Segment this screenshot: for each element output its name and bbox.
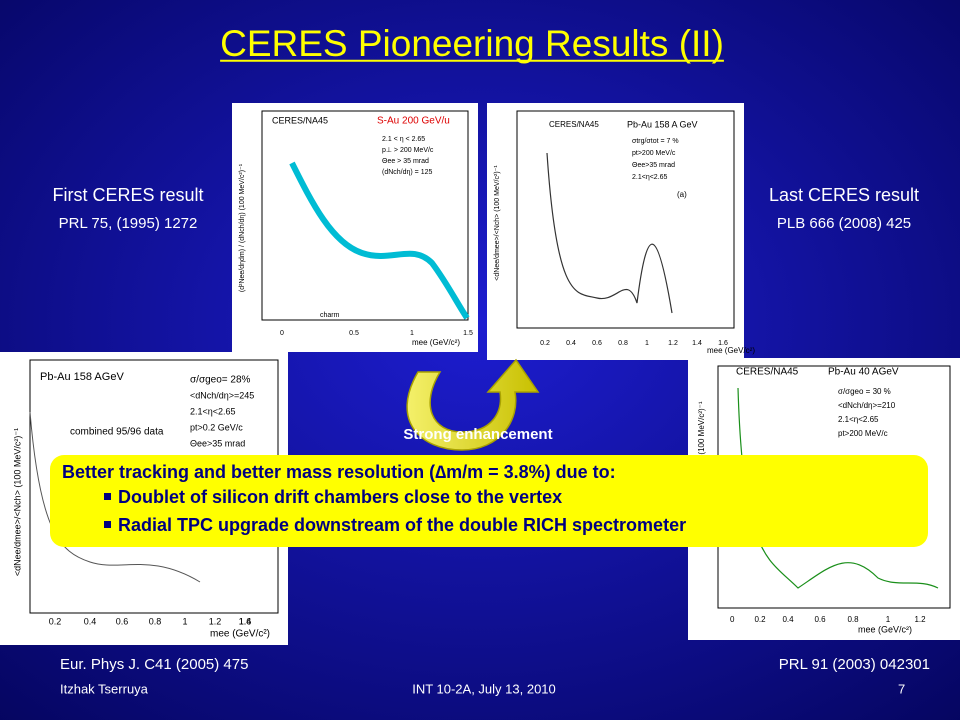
plot-background [232, 103, 478, 352]
plot-label: 0.4 [782, 615, 794, 624]
reference: PRL 75, (1995) 1272 [59, 215, 198, 232]
plot-label: 0.8 [618, 340, 628, 347]
plot-image: CERES/NA45 S-Au 200 GeV/u 2.1 < η < 2.65 p⊥… [232, 103, 478, 352]
plot-label: 2.1<η<2.65 [632, 174, 668, 181]
plot-label: 0.2 [49, 616, 62, 626]
plot-image: CERES/NA45 Pb-Au 158 A GeV σtrg/σtot = 7 %… [487, 103, 755, 360]
plot-label: pt>200 MeV/c [838, 429, 888, 438]
plot-label: 1.4 [239, 616, 252, 626]
plot-label: Θee > 35 mrad [382, 158, 429, 165]
bullet-text: Radial TPC upgrade downstream of the dou… [118, 515, 686, 535]
reference: PLB 666 (2008) 425 [777, 215, 911, 232]
bullet [104, 493, 111, 500]
plot-label: CERES/NA45 [736, 367, 799, 378]
plot-label: charm [320, 312, 340, 319]
plot-frame [516, 110, 735, 329]
plot-label: 1 [645, 340, 649, 347]
plot-label: mee (GeV/c²) [412, 338, 460, 347]
plot-label: σtrg/σtot = 7 % [632, 138, 679, 145]
plot-label: Θee>35 mrad [190, 438, 245, 448]
plot-label: S-Au 200 GeV/u [377, 116, 450, 127]
plot-label: 2.1<η<2.65 [190, 406, 236, 416]
plot-label: 0.6 [592, 340, 602, 347]
plot-label: <dNee/dmee>/<Nch> (100 MeV/c²)⁻¹ [494, 165, 501, 281]
plot-label: 1.6 [239, 616, 252, 626]
plot-label: <dNch/dη>=245 [190, 390, 254, 400]
bullet-text: Doublet of silicon drift chambers close … [118, 487, 562, 507]
plot-label: 1.2 [668, 340, 678, 347]
plot-label: <dNee/dmee>/<Nch> (100 MeV/c²)⁻¹ [12, 428, 22, 576]
callout-box [50, 455, 928, 547]
plot-label: 1 [410, 330, 414, 337]
plot-label: 0.6 [116, 616, 129, 626]
plot-label: (100 MeV/c²)⁻¹ [697, 401, 706, 454]
plot-curve [546, 152, 673, 314]
plot-label: (d²Nee/dηdm) / (dNch/dη) (100 MeV/c²)⁻¹ [239, 163, 246, 292]
plot-label: Pb-Au 158 A GeV [627, 119, 698, 129]
plot-label: pt>200 MeV/c [632, 150, 676, 157]
reference: Eur. Phys J. C41 (2005) 475 [60, 656, 248, 673]
plot-label: mee (GeV/c²) [210, 629, 270, 640]
plot-curve [29, 411, 201, 583]
footer-event: INT 10-2A, July 13, 2010 [412, 681, 556, 696]
plot-label: 1 [886, 615, 891, 624]
plot-label: 1.2 [914, 615, 926, 624]
plot-label: σ/σgeo = 30 % [838, 387, 891, 396]
plot-label: Pb-Au 158 AGeV [40, 371, 124, 383]
plot-label: 0.5 [349, 330, 359, 337]
plot-label: 0.8 [149, 616, 162, 626]
plot-label: 0.8 [847, 615, 859, 624]
plot-label: 0.6 [814, 615, 826, 624]
arrow [406, 358, 540, 451]
plot-label: 0 [280, 330, 284, 337]
plot-label: mee (GeV/c²) [858, 624, 912, 634]
caption: Last CERES result [769, 185, 919, 205]
plot-label: Pb-Au 40 AGeV [828, 367, 899, 378]
reference: PRL 91 (2003) 042301 [779, 656, 930, 673]
plot-background [487, 103, 744, 360]
plot-label: σ/σgeo= 28% [190, 375, 251, 386]
footer-author: Itzhak Tserruya [60, 681, 149, 696]
plot-label: 1.5 [463, 330, 473, 337]
plot-label: <dNch/dη>=210 [838, 401, 896, 410]
plot-label: 1.6 [718, 340, 728, 347]
plot-label: 1.4 [692, 340, 702, 347]
bullet [104, 521, 111, 528]
plot-label: 0.2 [540, 340, 550, 347]
caption: First CERES result [52, 185, 203, 205]
plot-label: 2.1<η<2.65 [838, 415, 879, 424]
plot-label: (dNch/dη) = 125 [382, 169, 432, 176]
plot-label: 0.4 [84, 616, 97, 626]
page-number: 7 [898, 681, 905, 696]
plot-curve [289, 161, 470, 320]
plot-label: 1.2 [209, 616, 222, 626]
plot-label: mee (GeV/c²) [707, 346, 755, 355]
plot-label: 0.4 [566, 340, 576, 347]
annotation: Strong enhancement [403, 426, 552, 443]
callout-heading: Better tracking and better mass resoluti… [62, 462, 616, 482]
title: CERES Pioneering Results (II) [220, 23, 724, 64]
plot-label: combined 95/96 data [70, 427, 164, 438]
plot-label: 0.2 [754, 615, 766, 624]
plot-label: Θee>35 mrad [632, 162, 675, 169]
plot-label: p⊥ > 200 MeV/c [382, 147, 434, 154]
plot-label: 2.1 < η < 2.65 [382, 136, 425, 143]
plot-label: 1 [182, 616, 187, 626]
plot-label: (a) [677, 190, 687, 199]
plot-label: CERES/NA45 [549, 120, 599, 129]
plot-label: CERES/NA45 [272, 115, 328, 125]
plot-label: 0 [730, 615, 735, 624]
plot-frame [261, 110, 469, 321]
plot-label: pt>0.2 GeV/c [190, 422, 243, 432]
